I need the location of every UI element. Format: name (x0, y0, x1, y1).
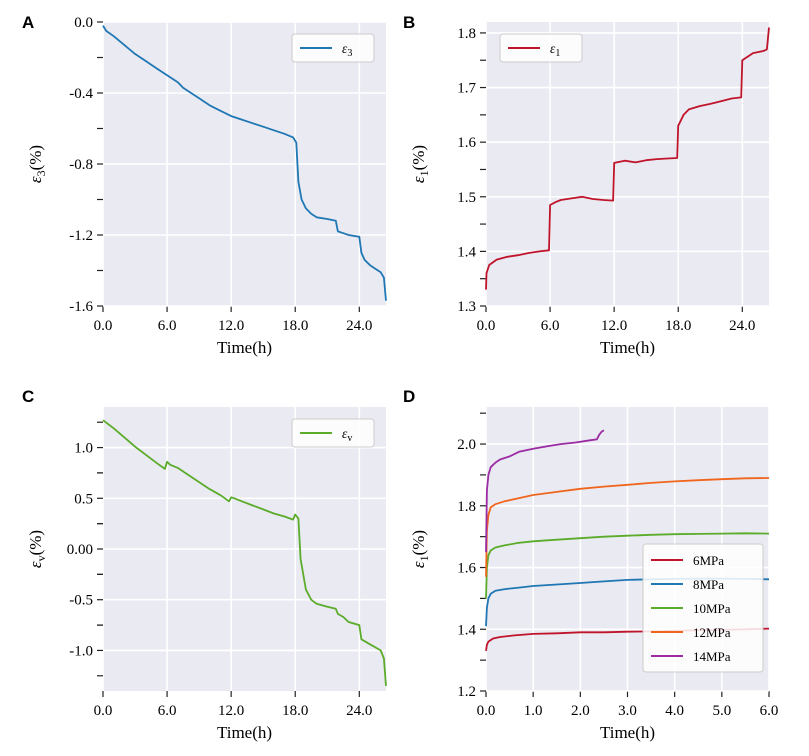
panel-b: B 0.0 6.0 12.0 18.0 24.0 1.3 1.4 1.5 1.6 1.7 1.8 Tim… (403, 13, 770, 357)
x-axis-label: Time(h) (217, 338, 272, 357)
series-line-14MPa (485, 429, 605, 553)
y-tick-label: 1.7 (457, 81, 476, 97)
legend-box (291, 33, 375, 63)
x-tick-label: 24.0 (346, 703, 372, 719)
x-tick-label: 24.0 (729, 318, 755, 334)
x-tick-label: 3.0 (618, 703, 637, 719)
x-tick-label: 18.0 (282, 703, 308, 719)
x-tick-label: 6.0 (541, 318, 560, 334)
panel-letter: A (22, 13, 34, 32)
legend-label: ε3 (342, 41, 352, 59)
y-tick-label: 1.6 (457, 561, 476, 577)
series-line-3 (102, 25, 387, 301)
y-tick-label: 1.8 (457, 499, 476, 515)
x-tick-label: 12.0 (601, 318, 627, 334)
x-tick-label: 1.0 (524, 703, 543, 719)
x-tick-label: 0.0 (94, 318, 113, 334)
legend-box (642, 543, 764, 673)
y-tick-label: 1.3 (457, 299, 476, 315)
y-tick-label: 1.4 (457, 244, 476, 260)
x-axis-label: Time(h) (600, 723, 655, 742)
x-tick-label: 6.0 (158, 318, 177, 334)
series-line-v (102, 419, 387, 686)
y-tick-label: 1.6 (457, 135, 476, 151)
series-line-10MPa (485, 532, 770, 599)
x-tick-label: 12.0 (218, 318, 244, 334)
y-axis-label: εv(%) (26, 530, 48, 568)
y-tick-label: 0.5 (74, 491, 93, 507)
y-tick-label: 0.0 (74, 15, 93, 31)
x-tick-label: 24.0 (346, 318, 372, 334)
legend-label: εv (342, 426, 352, 444)
y-tick-label: 1.2 (457, 684, 476, 700)
panel-d: D 0.0 1.0 2.0 3.0 4.0 5.0 6.0 1.2 1.4 1.6 1.8 2.0 Tim… (403, 387, 778, 742)
x-tick-label: 4.0 (665, 703, 684, 719)
y-axis-label: ε1(%) (409, 145, 431, 183)
x-tick-label: 18.0 (665, 318, 691, 334)
x-tick-label: 5.0 (712, 703, 731, 719)
legend-label: 14MPa (693, 649, 731, 664)
y-tick-label: 1.0 (74, 441, 93, 457)
panel-c: C 0.0 6.0 12.0 18.0 24.0 1.0 0.5 0.00 -0.5 -1.0 Tim… (22, 387, 387, 742)
x-tick-label: 0.0 (477, 318, 496, 334)
legend-box (291, 418, 375, 448)
y-tick-label: 0.00 (67, 542, 93, 558)
y-tick-label: -1.0 (69, 643, 93, 659)
y-tick-label: 1.5 (457, 190, 476, 206)
x-tick-label: 6.0 (158, 703, 177, 719)
y-tick-label: -0.5 (69, 593, 93, 609)
x-tick-label: 6.0 (760, 703, 779, 719)
x-tick-label: 0.0 (477, 703, 496, 719)
panel-letter: C (22, 387, 34, 406)
x-axis-label: Time(h) (600, 338, 655, 357)
x-tick-label: 18.0 (282, 318, 308, 334)
legend-label: ε1 (550, 41, 560, 59)
panel-letter: B (403, 13, 415, 32)
y-axis-label: ε1(%) (409, 530, 431, 568)
x-tick-label: 0.0 (94, 703, 113, 719)
y-tick-label: 1.8 (457, 26, 476, 42)
y-tick-label: 2.0 (457, 437, 476, 453)
y-tick-label: -0.4 (69, 86, 93, 102)
series-line-12MPa (485, 477, 770, 577)
legend-label: 8MPa (693, 577, 724, 592)
y-tick-label: -1.2 (69, 228, 93, 244)
series-line-1 (485, 27, 770, 290)
legend-label: 12MPa (693, 625, 731, 640)
y-tick-label: 1.4 (457, 622, 476, 638)
x-tick-label: 12.0 (218, 703, 244, 719)
legend-label: 10MPa (693, 601, 731, 616)
legend-label: 6MPa (693, 553, 724, 568)
y-tick-label: -0.8 (69, 157, 93, 173)
y-tick-label: -1.6 (69, 299, 93, 315)
panel-a: A 0.0 6.0 12.0 18.0 24.0 0.0 -0.4 -0.8 -1.2 -1.6 Ti… (22, 13, 387, 357)
x-axis-label: Time(h) (217, 723, 272, 742)
y-axis-label: ε3(%) (26, 145, 48, 183)
plot-background (486, 22, 769, 306)
legend-box (499, 33, 583, 63)
x-tick-label: 2.0 (571, 703, 590, 719)
panel-letter: D (403, 387, 415, 406)
